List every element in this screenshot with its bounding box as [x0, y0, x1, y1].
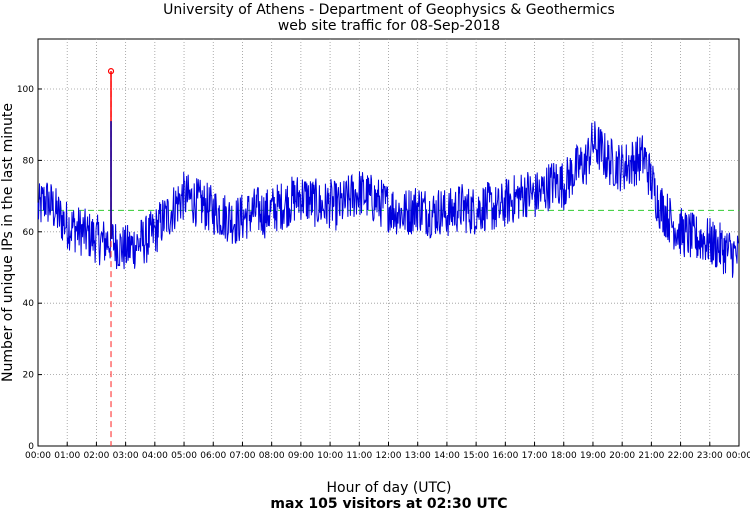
- x-axis-ticks: 00:00 01:00 02:00 03:00 04:00 05:00 06:00 07:00…: [25, 442, 750, 461]
- chart-title: University of Athens - Department of Geo…: [163, 2, 615, 18]
- x-tick-label: 14:00: [434, 451, 460, 461]
- x-tick-label: 07:00: [229, 451, 255, 461]
- x-tick-label: 05:00: [171, 451, 197, 461]
- y-tick-label: 100: [17, 85, 34, 95]
- x-tick-label: 10:00: [317, 451, 343, 461]
- x-tick-label: 19:00: [580, 451, 606, 461]
- chart-subtitle: web site traffic for 08-Sep-2018: [278, 18, 500, 34]
- x-tick-label: 17:00: [522, 451, 548, 461]
- max-point-marker: [107, 68, 115, 75]
- x-tick-label: 12:00: [376, 451, 402, 461]
- x-tick-label: 15:00: [463, 451, 489, 461]
- x-tick-label: 02:00: [83, 451, 109, 461]
- x-tick-label: 00:00: [726, 451, 750, 461]
- y-tick-label: 40: [23, 299, 35, 309]
- x-tick-label: 08:00: [259, 451, 285, 461]
- x-tick-label: 01:00: [54, 451, 80, 461]
- max-visitors-footer: max 105 visitors at 02:30 UTC: [270, 496, 507, 511]
- x-tick-label: 20:00: [609, 451, 635, 461]
- x-tick-label: 21:00: [638, 451, 664, 461]
- y-axis-label: Number of unique IPs in the last minute: [0, 103, 16, 382]
- x-tick-label: 09:00: [288, 451, 314, 461]
- x-tick-label: 23:00: [697, 451, 723, 461]
- y-tick-label: 60: [23, 228, 35, 238]
- x-tick-label: 22:00: [668, 451, 694, 461]
- y-tick-label: 0: [28, 442, 34, 452]
- y-axis-ticks: 0 20 40 60 80 100: [17, 85, 42, 452]
- y-tick-label: 80: [23, 156, 35, 166]
- grid-lines: [38, 39, 739, 446]
- x-tick-label: 11:00: [346, 451, 372, 461]
- series-line-visitors: [37, 121, 739, 278]
- x-tick-label: 04:00: [142, 451, 168, 461]
- x-tick-label: 06:00: [200, 451, 226, 461]
- x-tick-label: 16:00: [492, 451, 518, 461]
- y-tick-label: 20: [23, 371, 35, 381]
- x-axis-label: Hour of day (UTC): [327, 480, 452, 496]
- x-tick-label: 03:00: [113, 451, 139, 461]
- x-tick-label: 00:00: [25, 451, 51, 461]
- x-tick-label: 13:00: [405, 451, 431, 461]
- x-tick-label: 18:00: [551, 451, 577, 461]
